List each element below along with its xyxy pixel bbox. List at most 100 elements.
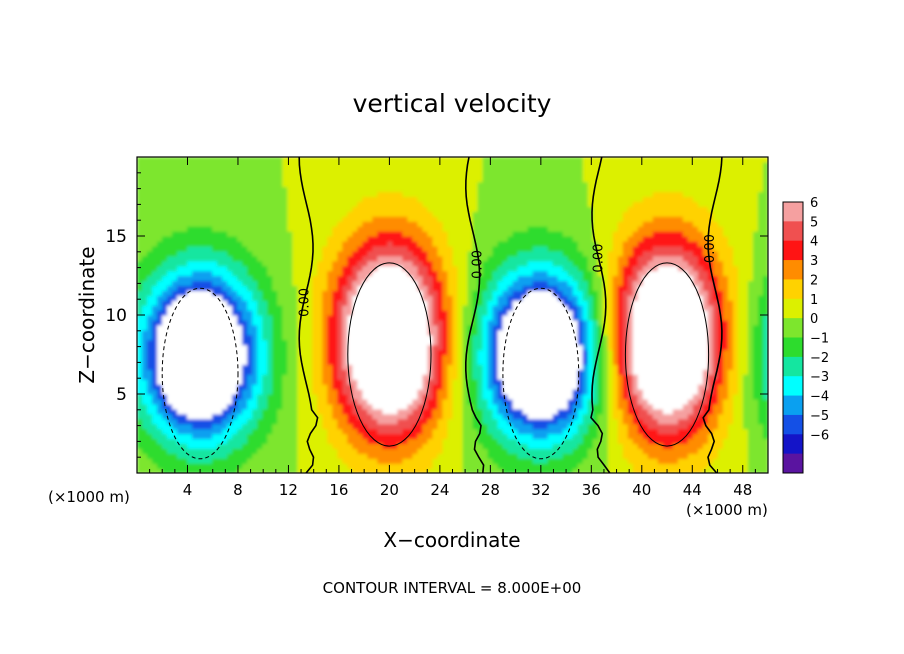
field-cell: [282, 201, 288, 207]
field-cell: [192, 468, 198, 473]
field-cell: [247, 310, 253, 316]
field-cell: [312, 438, 318, 444]
field-cell: [472, 201, 479, 207]
field-cell: [192, 398, 198, 405]
field-cell: [412, 319, 419, 326]
field-cell: [297, 186, 303, 193]
field-cell: [367, 468, 373, 473]
field-cell: [322, 221, 328, 227]
field-cell: [437, 458, 444, 464]
field-cell: [462, 236, 469, 242]
field-cell: [297, 334, 303, 341]
field-cell: [347, 394, 353, 400]
field-cell: [212, 310, 218, 316]
field-cell: [422, 206, 429, 212]
field-cell: [287, 171, 293, 178]
field-cell: [222, 171, 228, 178]
field-cell: [427, 181, 434, 188]
field-cell: [352, 245, 358, 252]
field-cell: [137, 319, 143, 326]
field-cell: [397, 280, 404, 286]
field-cell: [197, 176, 203, 183]
field-cell: [312, 236, 318, 242]
field-cell: [337, 250, 343, 257]
field-cell: [487, 265, 494, 272]
field-cell: [297, 295, 303, 301]
field-cell: [342, 453, 348, 459]
field-cell: [217, 468, 223, 473]
field-cell: [392, 265, 399, 272]
field-cell: [407, 181, 414, 188]
field-cell: [232, 344, 238, 351]
field-cell: [197, 300, 203, 306]
field-cell: [387, 300, 394, 306]
field-cell: [262, 379, 268, 385]
field-cell: [432, 468, 439, 473]
field-cell: [322, 191, 328, 198]
field-cell: [147, 403, 153, 410]
field-cell: [462, 211, 469, 217]
field-cell: [457, 463, 464, 469]
field-cell: [227, 295, 233, 301]
field-cell: [472, 255, 479, 262]
field-cell: [422, 285, 429, 291]
field-cell: [442, 443, 449, 449]
field-cell: [432, 408, 439, 415]
field-cell: [352, 280, 358, 286]
field-cell: [177, 394, 183, 400]
field-cell: [317, 324, 323, 331]
field-cell: [202, 418, 208, 425]
field-cell: [477, 171, 484, 178]
field-cell: [462, 216, 469, 222]
field-cell: [322, 463, 328, 469]
field-cell: [247, 245, 253, 252]
field-cell: [387, 157, 394, 163]
field-cell: [342, 394, 348, 400]
field-cell: [337, 201, 343, 207]
field-cell: [467, 255, 474, 262]
field-cell: [407, 359, 414, 365]
field-cell: [342, 171, 348, 178]
field-cell: [327, 339, 333, 346]
field-cell: [422, 255, 429, 262]
field-cell: [287, 448, 293, 454]
field-cell: [452, 315, 459, 321]
field-cell: [402, 295, 409, 301]
field-cell: [487, 305, 494, 311]
field-cell: [512, 413, 519, 420]
field-cell: [497, 438, 504, 444]
field-cell: [397, 196, 404, 203]
field-cell: [392, 389, 399, 395]
field-cell: [252, 443, 258, 449]
field-cell: [142, 280, 148, 286]
field-cell: [267, 265, 273, 272]
field-cell: [487, 354, 494, 361]
field-cell: [162, 221, 168, 227]
field-cell: [512, 196, 519, 203]
field-cell: [242, 221, 248, 227]
field-cell: [327, 236, 333, 242]
field-cell: [232, 166, 238, 173]
field-cell: [257, 359, 263, 365]
field-cell: [402, 334, 409, 341]
field-cell: [187, 448, 193, 454]
field-cell: [402, 260, 409, 267]
field-cell: [437, 354, 444, 361]
field-cell: [517, 186, 524, 193]
field-cell: [357, 319, 363, 326]
field-cell: [372, 260, 378, 267]
field-cell: [482, 379, 489, 385]
field-cell: [217, 334, 223, 341]
field-cell: [347, 329, 353, 336]
field-cell: [422, 250, 429, 257]
field-cell: [277, 394, 283, 400]
field-cell: [167, 453, 173, 459]
field-cell: [242, 374, 248, 380]
field-cell: [177, 161, 183, 168]
field-cell: [197, 448, 203, 454]
field-cell: [327, 300, 333, 306]
field-cell: [242, 186, 248, 193]
field-cell: [272, 240, 278, 247]
field-cell: [277, 221, 283, 227]
field-cell: [377, 186, 383, 193]
